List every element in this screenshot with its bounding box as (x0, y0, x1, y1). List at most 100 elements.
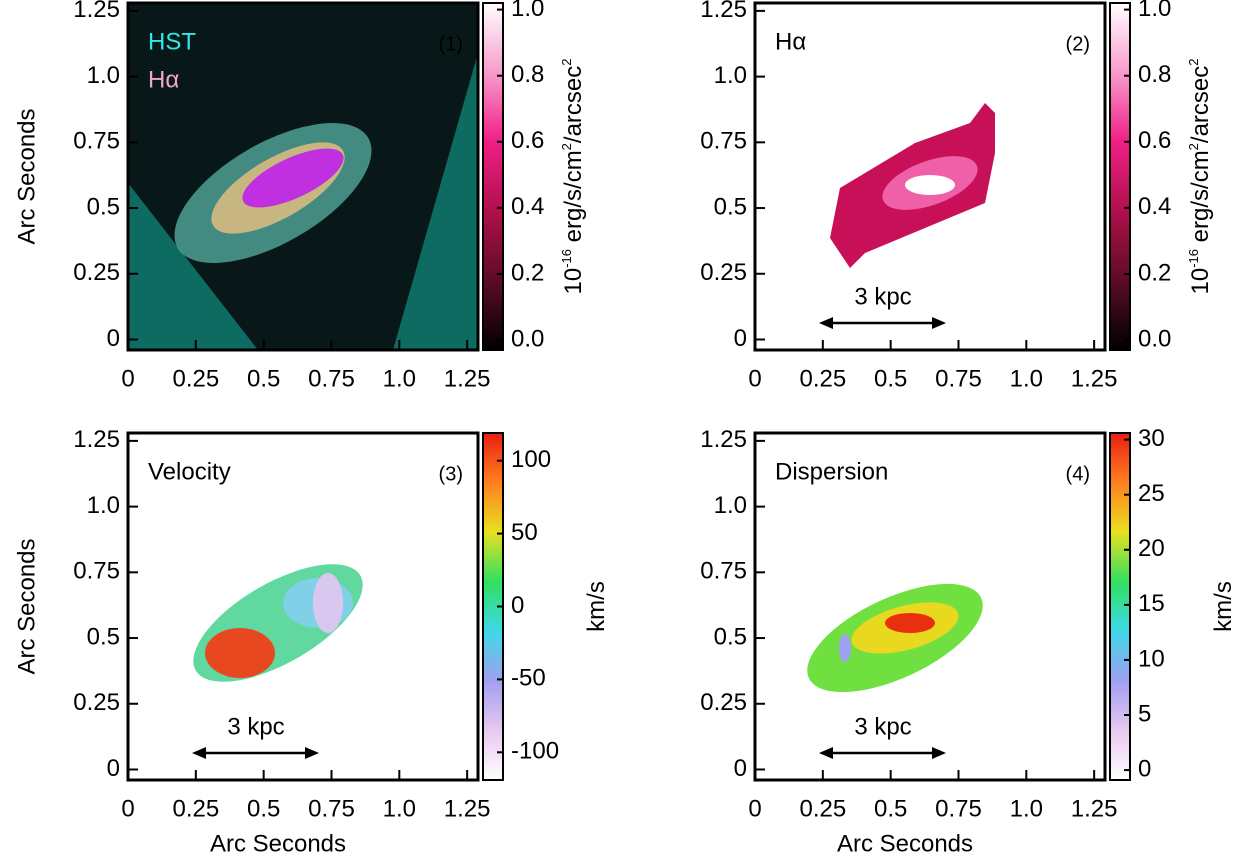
colorbar-tick-label: 10 (1138, 645, 1165, 672)
x-tick-label: 0.25 (799, 365, 846, 392)
y-tick-label: 1.25 (700, 0, 747, 23)
y-tick-label: 0.5 (87, 623, 120, 650)
panel-label: (1) (439, 33, 463, 55)
colorbar-tick-label: 0.6 (1138, 127, 1171, 154)
colorbar-tick-label: 30 (1138, 425, 1165, 452)
annotation: Hα (148, 66, 179, 93)
velocity-purple (313, 573, 343, 633)
plot-frame (753, 431, 1107, 782)
colorbar-label-part: erg/s/cm (1187, 150, 1214, 249)
y-tick-label: 0.25 (73, 259, 120, 286)
arrow-head (932, 747, 946, 759)
y-tick-label: 0.75 (700, 128, 747, 155)
x-tick-label: 1.25 (444, 365, 491, 392)
colorbar-label-part: -16 (559, 249, 574, 268)
panel-label: (4) (1066, 463, 1090, 485)
annotation: HST (148, 28, 196, 55)
x-tick-label: 0.5 (874, 365, 907, 392)
colorbar-tick-label: 0.2 (1138, 259, 1171, 286)
colorbar-tick-label: 50 (511, 519, 538, 546)
x-tick-label: 0.25 (172, 365, 219, 392)
plot-frame (126, 1, 480, 352)
y-tick-label: 0.75 (700, 558, 747, 585)
y-tick-label: 0 (107, 325, 120, 352)
colorbar-tick-label: -100 (511, 738, 559, 765)
scale-bar-label: 3 kpc (227, 713, 284, 740)
panel-label: (3) (439, 463, 463, 485)
x-tick-label: 0.75 (935, 795, 982, 822)
x-tick-label: 1.25 (444, 795, 491, 822)
colorbar-label-part: 10 (560, 268, 587, 295)
y-tick-label: 1.25 (700, 426, 747, 453)
y-tick-label: 0.75 (73, 558, 120, 585)
y-tick-label: 1.0 (87, 62, 120, 89)
annotation: Hα (775, 28, 806, 55)
x-tick-label: 0.25 (172, 795, 219, 822)
colorbar-tick-label: 0 (1138, 755, 1151, 782)
y-tick-label: 0 (107, 755, 120, 782)
arrow-head (932, 317, 946, 329)
colorbar-tick-label: 15 (1138, 590, 1165, 617)
colorbar-label-part: /arcsec (560, 66, 587, 143)
y-tick-label: 0.5 (714, 193, 747, 220)
x-tick-label: 1.25 (1071, 795, 1118, 822)
colorbar-label-part: 2 (559, 143, 574, 150)
annotation: Dispersion (775, 458, 888, 485)
y-tick-label: 1.0 (87, 492, 120, 519)
colorbar-label: 10-16 erg/s/cm2/arcsec2 (1186, 58, 1214, 294)
colorbar-tick-label: 0.0 (511, 325, 544, 352)
y-axis-label: Arc Seconds (13, 108, 40, 244)
colorbar (1109, 2, 1131, 351)
colorbar-tick-label: 0.8 (511, 61, 544, 88)
colorbar-label-part: 2 (1186, 58, 1201, 65)
arrow-head (819, 317, 833, 329)
x-axis-label: Arc Seconds (837, 830, 973, 857)
x-tick-label: 1.0 (383, 365, 416, 392)
annotation: Velocity (148, 458, 231, 485)
velocity-mid (193, 564, 363, 682)
colorbar-label-part: /arcsec (1187, 66, 1214, 143)
x-tick-label: 0.25 (799, 795, 846, 822)
x-tick-label: 0.75 (935, 365, 982, 392)
colorbar-tick-label: 1.0 (1138, 0, 1171, 22)
colorbar (1109, 432, 1131, 781)
plot-frame (753, 1, 1107, 352)
y-tick-label: 0.25 (73, 689, 120, 716)
colorbar-label-part: 10 (1187, 268, 1214, 295)
colorbar-label: km/s (1210, 581, 1237, 632)
scale-bar-label: 3 kpc (854, 283, 911, 310)
arrow-head (305, 747, 319, 759)
halpha-peak (905, 175, 955, 195)
y-tick-label: 0 (734, 325, 747, 352)
arrow-head (819, 747, 833, 759)
x-tick-label: 0.75 (308, 365, 355, 392)
y-tick-label: 0.5 (714, 623, 747, 650)
dispersion-blue (839, 634, 851, 662)
y-tick-label: 1.0 (714, 62, 747, 89)
colorbar-label-part: 2 (559, 58, 574, 65)
colorbar-label: km/s (583, 581, 610, 632)
image-footprint (128, 183, 258, 350)
colorbar-label: 10-16 erg/s/cm2/arcsec2 (559, 58, 587, 294)
colorbar-label-part: 2 (1186, 143, 1201, 150)
plot-frame (126, 431, 480, 782)
y-tick-label: 1.0 (714, 492, 747, 519)
colorbar-label-part: -16 (1186, 249, 1201, 268)
x-tick-label: 0 (121, 795, 134, 822)
x-tick-label: 0.5 (247, 795, 280, 822)
colorbar-tick-label: 0.0 (1138, 325, 1171, 352)
y-tick-label: 0.75 (73, 128, 120, 155)
x-tick-label: 0.5 (247, 365, 280, 392)
y-tick-label: 0.25 (700, 689, 747, 716)
colorbar-tick-label: 100 (511, 446, 551, 473)
colorbar-tick-label: 5 (1138, 700, 1151, 727)
colorbar (482, 2, 504, 351)
colorbar-tick-label: 0.2 (511, 259, 544, 286)
colorbar-tick-label: -50 (511, 665, 546, 692)
colorbar-tick-label: 0.6 (511, 127, 544, 154)
colorbar-tick-label: 25 (1138, 480, 1165, 507)
x-tick-label: 0.5 (874, 795, 907, 822)
colorbar-tick-label: 0.4 (511, 193, 544, 220)
colorbar-label-part: km/s (583, 581, 610, 632)
